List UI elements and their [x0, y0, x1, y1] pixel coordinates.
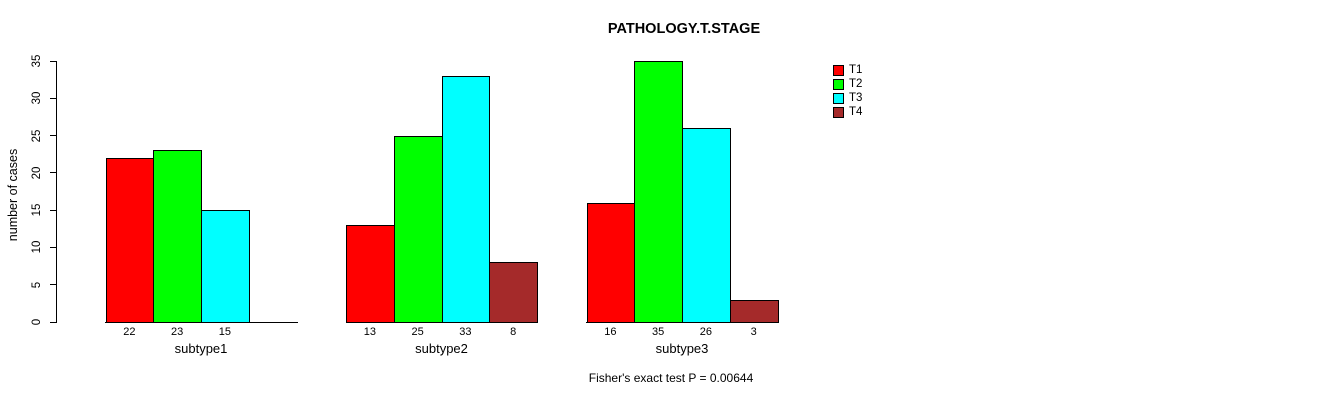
bar-t3-subtype1: [201, 210, 250, 323]
bar-t4-subtype3: [729, 299, 779, 323]
legend-swatch-icon: [833, 106, 844, 118]
bar-t2-subtype1: [153, 150, 202, 323]
y-tick-label: 0: [31, 318, 43, 326]
y-tick-label: 15: [31, 203, 43, 217]
y-tick-label: 5: [31, 281, 43, 288]
chart-title: PATHOLOGY.T.STAGE: [607, 21, 761, 37]
bar-value-label: 23: [171, 326, 184, 338]
y-tick-mark: [50, 135, 57, 137]
legend-item-t1: T1: [833, 63, 862, 77]
bar-value-label: 25: [411, 326, 424, 338]
legend-label: T2: [849, 78, 863, 90]
bar-t1-subtype1: [105, 157, 155, 323]
y-axis-title: number of cases: [6, 148, 20, 242]
bar-value-label: 26: [699, 326, 712, 338]
bar-t4-subtype2: [489, 262, 538, 323]
category-label-subtype2: subtype2: [415, 341, 468, 356]
stat-annotation: Fisher's exact test P = 0.00644: [588, 371, 754, 385]
y-tick-mark: [50, 209, 57, 211]
y-tick-mark: [50, 321, 57, 323]
bar-value-label: 3: [750, 326, 757, 338]
y-tick-mark: [50, 60, 57, 62]
y-tick-label: 20: [31, 166, 43, 180]
bar-value-label: 22: [123, 326, 136, 338]
bar-value-label: 35: [652, 326, 665, 338]
category-label-subtype1: subtype1: [174, 341, 228, 356]
legend-item-t2: T2: [833, 77, 862, 91]
bar-t3-subtype2: [441, 75, 491, 323]
y-tick-label: 35: [31, 54, 43, 68]
legend-item-t3: T3: [833, 91, 862, 105]
bar-value-label: 16: [604, 326, 617, 338]
y-tick-label: 30: [31, 91, 43, 105]
bar-t1-subtype3: [586, 202, 636, 323]
bar-value-label: 15: [218, 326, 231, 338]
y-tick-mark: [50, 284, 57, 286]
y-tick-mark: [50, 172, 57, 174]
bar-t2-subtype2: [393, 135, 443, 323]
y-tick-label: 25: [31, 129, 43, 142]
bar-value-label: 8: [510, 326, 517, 338]
bar-t3-subtype3: [682, 128, 731, 323]
legend-label: T4: [849, 106, 863, 118]
y-tick-mark: [50, 246, 57, 248]
bar-t2-subtype3: [634, 61, 683, 323]
legend-swatch-icon: [833, 92, 844, 104]
category-label-subtype3: subtype3: [655, 341, 709, 356]
legend: T1 T2 T3 T4: [833, 63, 862, 119]
legend-label: T3: [849, 92, 863, 104]
y-tick-mark: [50, 97, 57, 99]
legend-swatch-icon: [833, 64, 844, 76]
legend-label: T1: [849, 64, 863, 76]
bar-value-label: 33: [459, 326, 472, 338]
legend-swatch-icon: [833, 78, 844, 90]
bar-value-label: 13: [363, 326, 376, 338]
y-axis-line: [56, 61, 57, 323]
bar-t1-subtype2: [346, 225, 395, 323]
y-tick-label: 10: [31, 241, 43, 254]
legend-item-t4: T4: [833, 105, 862, 119]
